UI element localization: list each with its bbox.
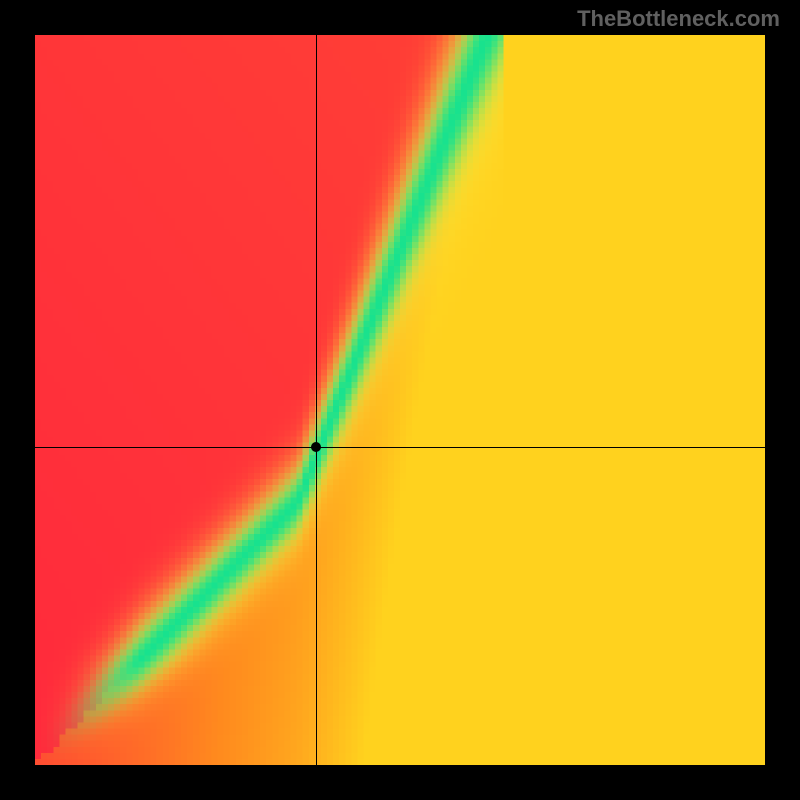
watermark-text: TheBottleneck.com (577, 6, 780, 32)
crosshair-marker (311, 442, 321, 452)
chart-wrapper: TheBottleneck.com (0, 0, 800, 800)
crosshair-horizontal (35, 447, 765, 448)
bottleneck-heatmap (35, 35, 765, 765)
crosshair-vertical (316, 35, 317, 765)
